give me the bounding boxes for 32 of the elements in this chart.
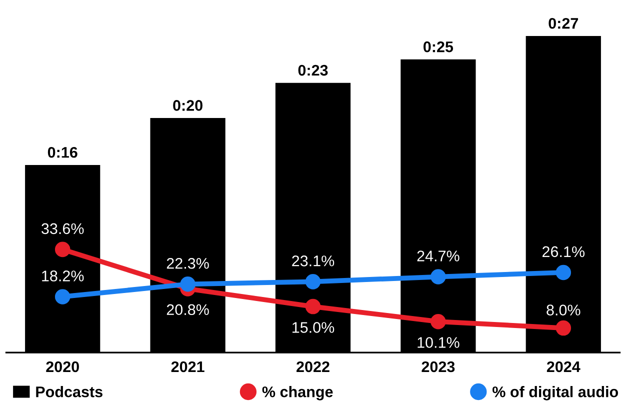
point — [305, 298, 321, 314]
data-label: 0:25 — [424, 41, 454, 52]
data-label: 24.7% — [417, 250, 460, 262]
data-label: 0:20 — [173, 100, 202, 111]
data-label: 20.8% — [166, 304, 209, 316]
data-label: 22.3% — [166, 258, 209, 269]
point — [556, 320, 572, 336]
point — [305, 274, 321, 290]
x-tick-label: 2021 — [171, 361, 204, 372]
data-label: 33.6% — [42, 223, 84, 234]
point — [54, 289, 70, 304]
data-label: 10.1% — [418, 337, 460, 348]
data-label: 0:23 — [298, 64, 328, 76]
point — [430, 269, 446, 284]
point — [556, 264, 572, 280]
point — [430, 314, 446, 330]
data-label: 23.1% — [292, 256, 334, 266]
data-label: 0:27 — [548, 18, 578, 29]
legend-label: % of digital audio — [492, 386, 618, 400]
legend-label: % change — [262, 386, 333, 400]
x-tick-label: 2023 — [422, 361, 455, 372]
data-label: 0:16 — [48, 146, 78, 158]
data-label: 26.1% — [542, 246, 585, 258]
data-label: 8.0% — [546, 304, 580, 316]
data-label: 15.0% — [292, 322, 334, 333]
x-tick-label: 2024 — [546, 361, 580, 372]
legend-label: Podcasts — [36, 386, 102, 398]
data-label: 18.2% — [42, 270, 84, 282]
x-tick-label: 2022 — [296, 361, 330, 372]
point — [180, 276, 196, 292]
point — [54, 242, 70, 258]
x-tick-label: 2020 — [46, 361, 79, 372]
